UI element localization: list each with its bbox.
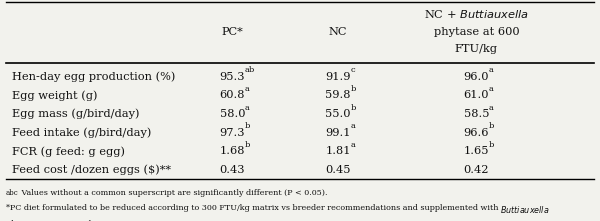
Text: a: a: [489, 103, 494, 112]
Text: a: a: [350, 141, 355, 149]
Text: abc: abc: [6, 189, 19, 197]
Text: 0.45: 0.45: [325, 165, 351, 175]
Text: phytase at 300 FTU/kg.: phytase at 300 FTU/kg.: [6, 219, 101, 221]
Text: a: a: [245, 103, 250, 112]
Text: 91.9: 91.9: [325, 72, 351, 82]
Text: *PC diet formulated to be reduced according to 300 FTU/kg matrix vs breeder reco: *PC diet formulated to be reduced accord…: [6, 204, 501, 212]
Text: NC + $\it{Buttiauxella}$: NC + $\it{Buttiauxella}$: [424, 8, 529, 20]
Text: ab: ab: [245, 66, 255, 74]
Text: 61.0: 61.0: [464, 90, 489, 100]
Text: Egg weight (g): Egg weight (g): [12, 90, 97, 101]
Text: 1.68: 1.68: [220, 146, 245, 156]
Text: 58.5: 58.5: [464, 109, 489, 119]
Text: a: a: [350, 122, 355, 130]
Text: 55.0: 55.0: [325, 109, 351, 119]
Text: PC*: PC*: [221, 27, 243, 37]
Text: FTU/kg: FTU/kg: [455, 44, 498, 54]
Text: 97.3: 97.3: [220, 128, 245, 137]
Text: 58.0: 58.0: [220, 109, 245, 119]
Text: b: b: [350, 103, 356, 112]
Text: 59.8: 59.8: [325, 90, 351, 100]
Text: NC: NC: [329, 27, 347, 37]
Text: Egg mass (g/bird/day): Egg mass (g/bird/day): [12, 109, 139, 119]
Text: 0.42: 0.42: [464, 165, 489, 175]
Text: 1.65: 1.65: [464, 146, 489, 156]
Text: a: a: [245, 85, 250, 93]
Text: a: a: [489, 85, 494, 93]
Text: c: c: [350, 66, 355, 74]
Text: Feed cost /dozen eggs ($)**: Feed cost /dozen eggs ($)**: [12, 165, 171, 175]
Text: b: b: [350, 85, 356, 93]
Text: b: b: [489, 141, 494, 149]
Text: Hen-day egg production (%): Hen-day egg production (%): [12, 71, 175, 82]
Text: 99.1: 99.1: [325, 128, 351, 137]
Text: Feed intake (g/bird/day): Feed intake (g/bird/day): [12, 127, 151, 138]
Text: 95.3: 95.3: [220, 72, 245, 82]
Text: phytase at 600: phytase at 600: [434, 27, 519, 37]
Text: Values without a common superscript are significantly different (P < 0.05).: Values without a common superscript are …: [19, 189, 328, 197]
Text: b: b: [245, 122, 250, 130]
Text: 60.8: 60.8: [220, 90, 245, 100]
Text: b: b: [245, 141, 250, 149]
Text: b: b: [489, 122, 494, 130]
Text: 96.0: 96.0: [464, 72, 489, 82]
Text: 0.43: 0.43: [220, 165, 245, 175]
Text: a: a: [489, 66, 494, 74]
Text: 1.81: 1.81: [325, 146, 351, 156]
Text: FCR (g feed: g egg): FCR (g feed: g egg): [12, 146, 125, 156]
Text: 96.6: 96.6: [464, 128, 489, 137]
Text: $\it{Buttiauxella}$: $\it{Buttiauxella}$: [500, 204, 550, 215]
